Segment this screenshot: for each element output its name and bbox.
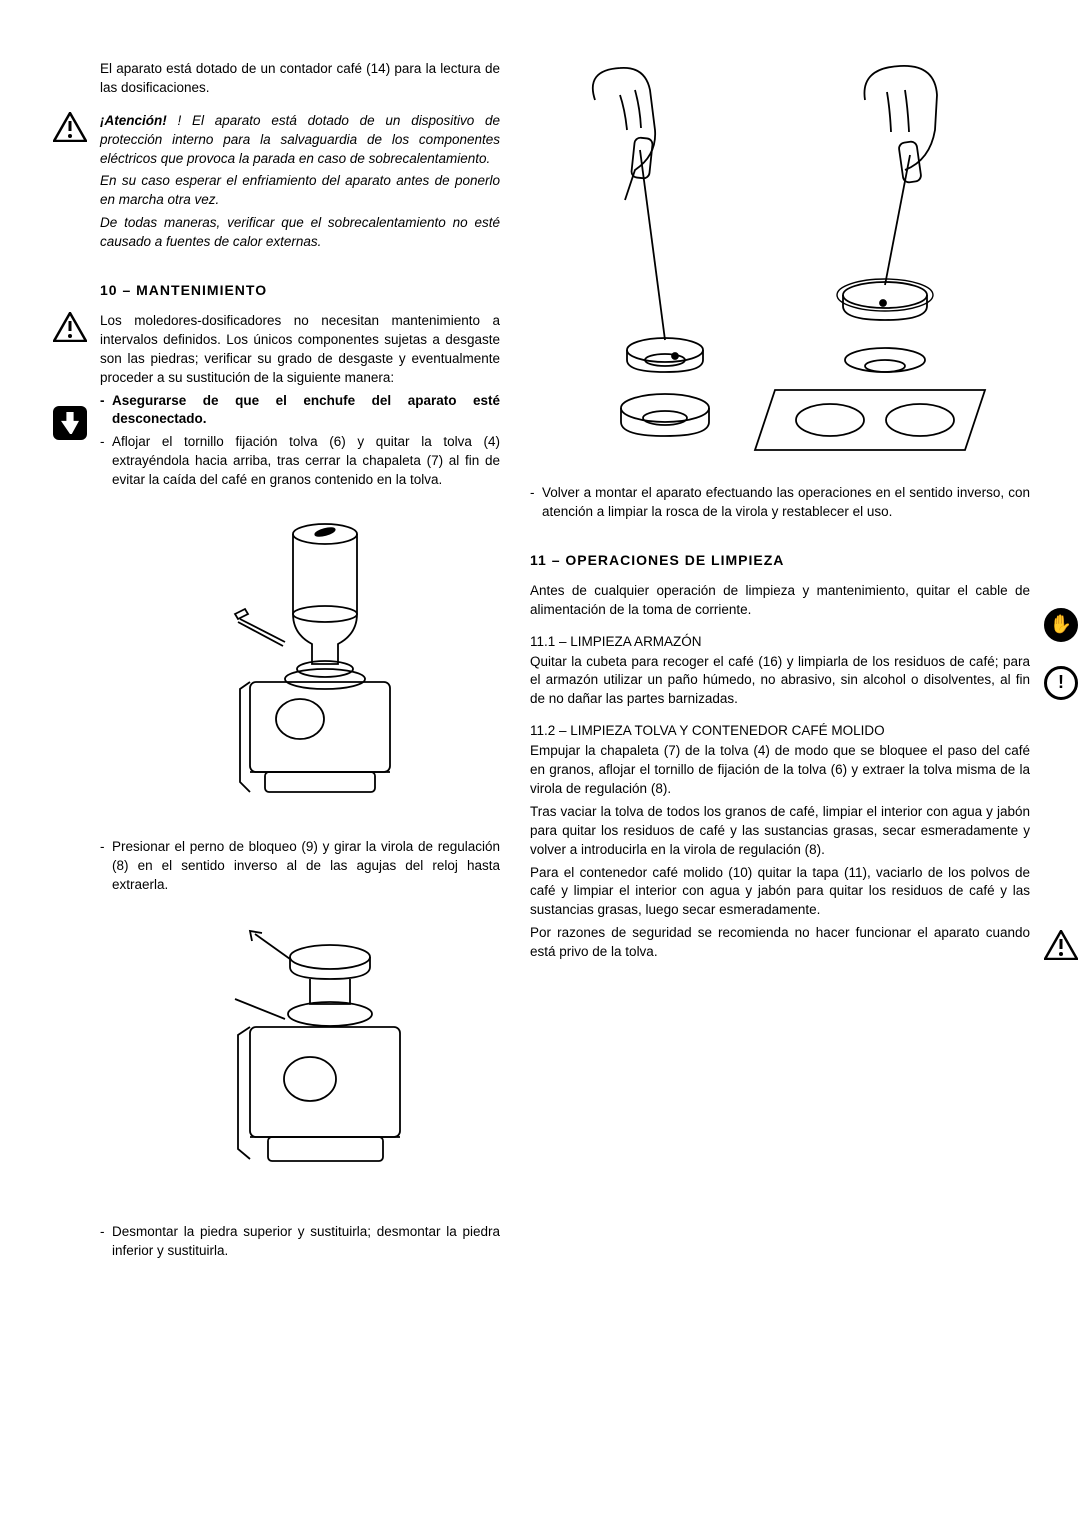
mant-li3: Presionar el perno de bloqueo (9) y gira… — [100, 838, 500, 895]
figure-virola — [100, 919, 500, 1199]
clean-11-2-p1: Empujar la chapaleta (7) de la tolva (4)… — [530, 742, 1030, 799]
reassy-li: Volver a montar el aparato efectuando la… — [530, 484, 1030, 522]
atencion-label: ¡Atención! — [100, 113, 167, 128]
clean-11-2-p4: Por razones de seguridad se recomienda n… — [530, 924, 1030, 962]
info-icon: ! — [1044, 666, 1078, 700]
heading-10: 10 – MANTENIMIENTO — [100, 282, 500, 298]
warning-icon — [53, 312, 87, 342]
heading-11-2: 11.2 – LIMPIEZA TOLVA Y CONTENEDOR CAFÉ … — [530, 723, 1030, 738]
mant-li4: Desmontar la piedra superior y sustituir… — [100, 1223, 500, 1261]
warning-icon — [1044, 930, 1078, 960]
clean-11-2-p3: Para el contenedor café molido (10) quit… — [530, 864, 1030, 921]
heading-11-1: 11.1 – LIMPIEZA ARMAZÓN — [530, 634, 1030, 649]
warning-icon — [53, 112, 87, 142]
atencion-p2: En su caso esperar el enfriamiento del a… — [100, 172, 500, 210]
hand-icon: ✋ — [1044, 608, 1078, 642]
figure-hopper — [100, 514, 500, 814]
plug-icon — [53, 406, 87, 440]
atencion-p1: ¡Atención! ! El aparato está dotado de u… — [100, 112, 500, 169]
mant-p1: Los moledores-dosificadores no necesitan… — [100, 312, 500, 388]
atencion-p3: De todas maneras, verificar que el sobre… — [100, 214, 500, 252]
intro-text: El aparato está dotado de un contador ca… — [100, 60, 500, 98]
clean-intro: Antes de cualquier operación de limpieza… — [530, 582, 1030, 620]
figure-screwdriver — [530, 60, 1030, 460]
clean-11-2-p2: Tras vaciar la tolva de todos los granos… — [530, 803, 1030, 860]
clean-11-1: Quitar la cubeta para recoger el café (1… — [530, 653, 1030, 710]
mant-li2: Aflojar el tornillo fijación tolva (6) y… — [100, 433, 500, 490]
heading-11: 11 – OPERACIONES DE LIMPIEZA — [530, 552, 1030, 568]
mant-li1: Asegurarse de que el enchufe del aparato… — [100, 392, 500, 430]
